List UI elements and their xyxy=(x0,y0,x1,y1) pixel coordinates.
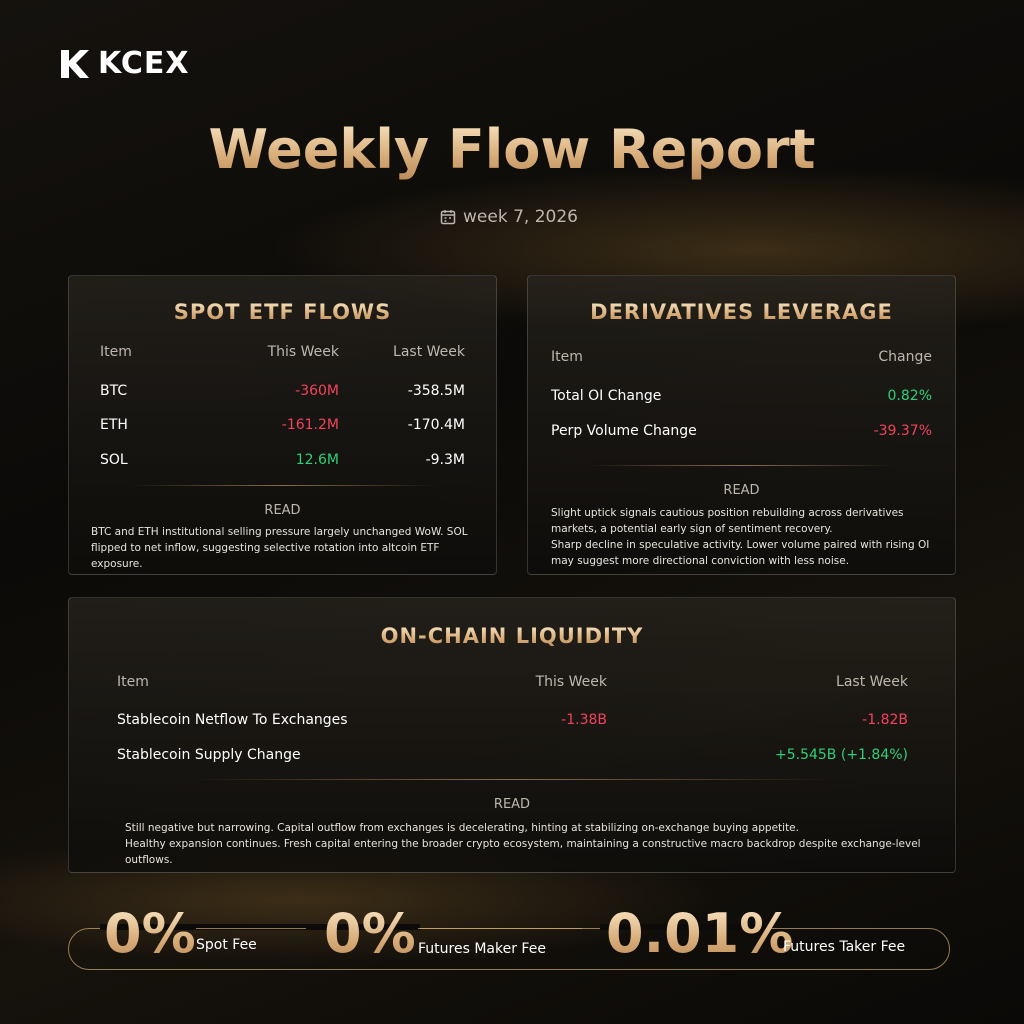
cell: -1.82B xyxy=(862,712,908,728)
bar-gap xyxy=(600,924,770,930)
cell: Total OI Change xyxy=(551,388,662,404)
header-cell: Item xyxy=(551,349,583,365)
read-label: READ xyxy=(493,797,531,812)
bar-line xyxy=(196,928,306,929)
cell: Stablecoin Supply Change xyxy=(117,747,301,763)
spot-etf-card: SPOT ETF FLOWS Item This Week Last Week … xyxy=(68,275,497,575)
cell: -358.5M xyxy=(407,383,465,399)
read-paragraph: Healthy expansion continues. Fresh capit… xyxy=(125,838,921,866)
header-cell: This Week xyxy=(267,344,339,360)
cell: -161.2M xyxy=(281,417,339,433)
bar-gap xyxy=(320,924,420,930)
header-cell: Last Week xyxy=(393,344,465,360)
header-cell: Item xyxy=(100,344,132,360)
bar-line xyxy=(418,928,582,929)
fee-label: Futures Maker Fee xyxy=(418,941,546,957)
date: week 7, 2026 xyxy=(463,207,578,227)
cell: -1.38B xyxy=(561,712,607,728)
fee-value: 0% xyxy=(104,902,196,965)
divider xyxy=(588,465,895,466)
read-text: BTC and ETH institutional selling pressu… xyxy=(91,524,474,572)
logo-icon xyxy=(61,50,89,78)
divider xyxy=(129,485,436,486)
header-cell: This Week xyxy=(535,674,607,690)
calendar-icon xyxy=(440,210,456,225)
card-title: ON-CHAIN LIQUIDITY xyxy=(69,624,955,648)
cell: ETH xyxy=(100,417,128,433)
read-paragraph: Still negative but narrowing. Capital ou… xyxy=(125,822,799,834)
cell: Stablecoin Netflow To Exchanges xyxy=(117,712,348,728)
read-label: READ xyxy=(264,503,301,518)
fee-label: Futures Taker Fee xyxy=(783,939,906,955)
derivatives-card: DERIVATIVES LEVERAGE Item Change Total O… xyxy=(527,275,956,575)
read-paragraph: BTC and ETH institutional selling pressu… xyxy=(91,526,468,570)
cell: 0.82% xyxy=(887,388,932,404)
card-title: DERIVATIVES LEVERAGE xyxy=(528,300,955,324)
cell: -170.4M xyxy=(407,417,465,433)
fee-value: 0.01% xyxy=(606,902,794,965)
cell: +5.545B (+1.84%) xyxy=(775,747,908,763)
title: Weekly Flow Report xyxy=(0,118,1024,181)
cell: -360M xyxy=(295,383,339,399)
fee-value: 0% xyxy=(324,902,416,965)
header-cell: Item xyxy=(117,674,149,690)
read-text: Still negative but narrowing. Capital ou… xyxy=(125,820,925,868)
read-paragraph: Sharp decline in speculative activity. L… xyxy=(551,539,930,567)
read-label: READ xyxy=(723,483,760,498)
divider xyxy=(189,779,835,780)
card-title: SPOT ETF FLOWS xyxy=(69,300,496,324)
cell: -9.3M xyxy=(425,452,465,468)
cell: SOL xyxy=(100,452,128,468)
cell: BTC xyxy=(100,383,128,399)
fee-label: Spot Fee xyxy=(196,937,257,953)
read-paragraph: Slight uptick signals cautious position … xyxy=(551,507,904,535)
header-cell: Change xyxy=(878,349,932,365)
logo-text: KCEX xyxy=(98,46,190,81)
header-cell: Last Week xyxy=(836,674,908,690)
read-text: Slight uptick signals cautious position … xyxy=(551,505,933,569)
onchain-card: ON-CHAIN LIQUIDITY Item This Week Last W… xyxy=(68,597,956,873)
cell: -39.37% xyxy=(873,423,932,439)
bar-gap xyxy=(100,924,340,930)
cell: 12.6M xyxy=(295,452,339,468)
cell: Perp Volume Change xyxy=(551,423,697,439)
